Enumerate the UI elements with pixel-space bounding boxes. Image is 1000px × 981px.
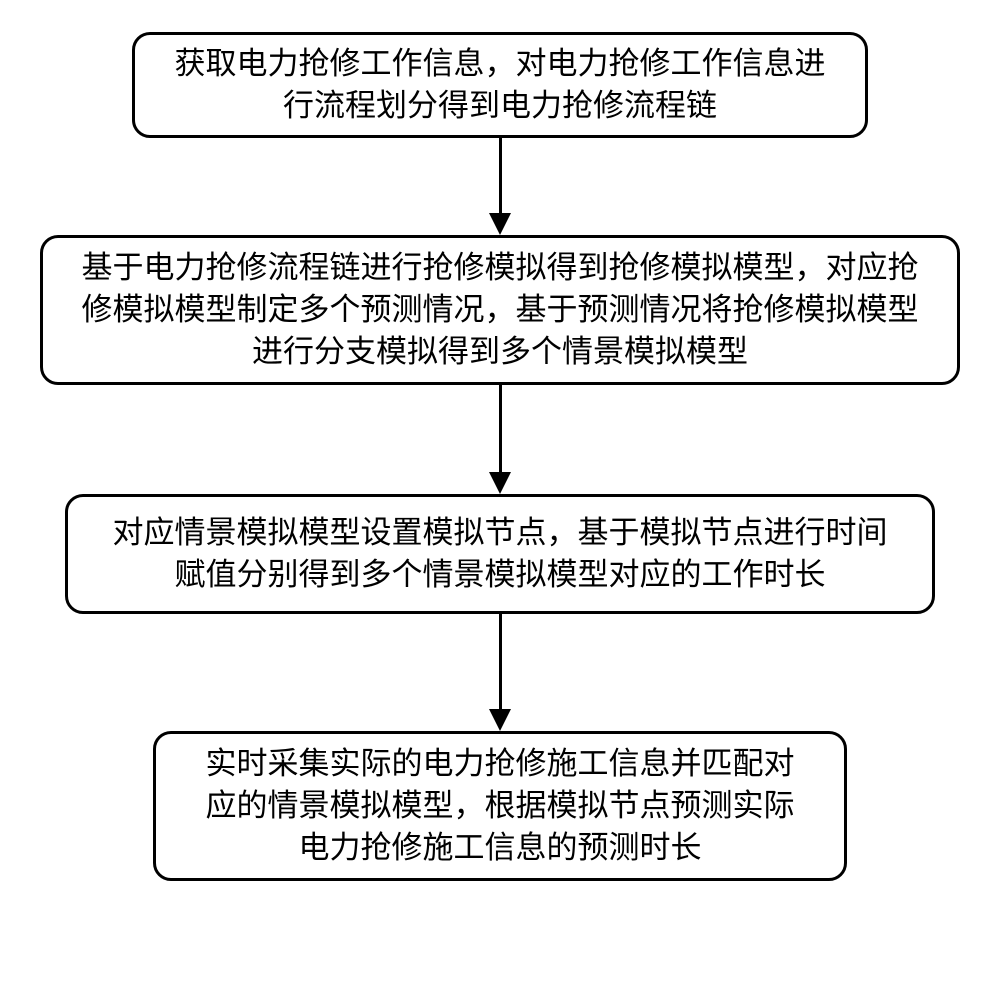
flowchart-node: 基于电力抢修流程链进行抢修模拟得到抢修模拟模型，对应抢修模拟模型制定多个预测情况… bbox=[40, 235, 960, 385]
flowchart-node: 实时采集实际的电力抢修施工信息并匹配对应的情景模拟模型，根据模拟节点预测实际电力… bbox=[153, 731, 847, 881]
flowchart-arrow bbox=[489, 385, 511, 494]
arrow-line bbox=[499, 385, 502, 473]
arrow-head-icon bbox=[489, 709, 511, 731]
arrow-line bbox=[499, 614, 502, 710]
flowchart-node: 对应情景模拟模型设置模拟节点，基于模拟节点进行时间赋值分别得到多个情景模拟模型对… bbox=[65, 494, 935, 614]
flowchart-node: 获取电力抢修工作信息，对电力抢修工作信息进行流程划分得到电力抢修流程链 bbox=[132, 32, 868, 138]
node-text: 获取电力抢修工作信息，对电力抢修工作信息进行流程划分得到电力抢修流程链 bbox=[175, 43, 826, 127]
arrow-line bbox=[499, 138, 502, 214]
node-text: 基于电力抢修流程链进行抢修模拟得到抢修模拟模型，对应抢修模拟模型制定多个预测情况… bbox=[82, 247, 919, 373]
flowchart-container: 获取电力抢修工作信息，对电力抢修工作信息进行流程划分得到电力抢修流程链基于电力抢… bbox=[0, 0, 1000, 881]
node-text: 实时采集实际的电力抢修施工信息并匹配对应的情景模拟模型，根据模拟节点预测实际电力… bbox=[206, 743, 795, 869]
arrow-head-icon bbox=[489, 472, 511, 494]
node-text: 对应情景模拟模型设置模拟节点，基于模拟节点进行时间赋值分别得到多个情景模拟模型对… bbox=[113, 512, 888, 596]
flowchart-arrow bbox=[489, 138, 511, 235]
flowchart-arrow bbox=[489, 614, 511, 731]
arrow-head-icon bbox=[489, 213, 511, 235]
